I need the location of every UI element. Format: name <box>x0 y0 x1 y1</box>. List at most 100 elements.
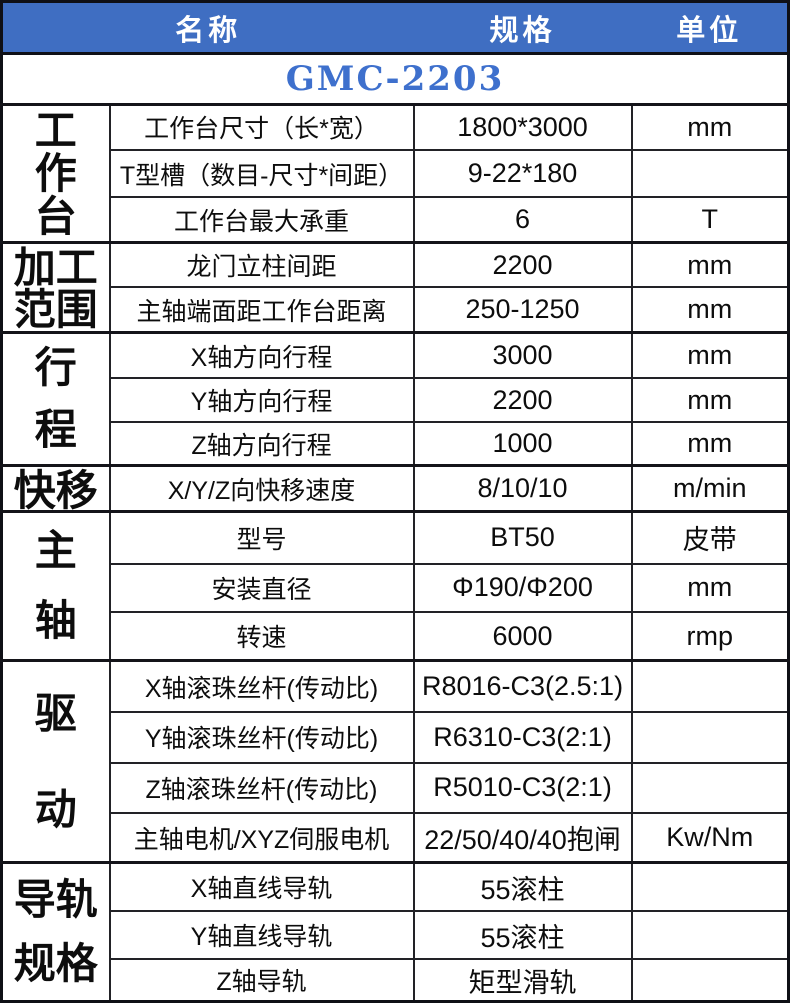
row-spec: 6 <box>412 196 633 244</box>
row-unit: mm <box>630 562 790 614</box>
row-spec: 55滚柱 <box>412 861 633 912</box>
row-name: 龙门立柱间距 <box>108 241 415 289</box>
row-unit: mm <box>630 286 790 334</box>
row-name: 主轴端面距工作台距离 <box>108 286 415 334</box>
table-row: Y轴直线导轨 55滚柱 <box>2 909 790 961</box>
row-spec: R8016-C3(2.5:1) <box>412 659 633 714</box>
row-spec: 9-22*180 <box>412 148 633 199</box>
row-unit: m/min <box>630 464 790 513</box>
row-unit: mm <box>630 421 790 467</box>
row-spec: 6000 <box>412 611 633 662</box>
row-unit: 皮带 <box>630 509 790 565</box>
col-header-spec: 规格 <box>413 1 632 56</box>
group-label-line: 行 <box>34 344 77 392</box>
table-row: 工作台工作台尺寸（长*宽） 1800*3000 mm <box>0 102 790 244</box>
group-label-line: 程 <box>34 406 77 454</box>
row-unit: mm <box>630 376 790 424</box>
row-name: Z轴滚珠丝杆(传动比) <box>108 761 415 815</box>
table-row: 安装直径 Φ190/Φ200 mm <box>2 562 790 614</box>
row-unit: mm <box>630 102 790 151</box>
row-spec: 55滚柱 <box>412 909 633 961</box>
row-spec: 1000 <box>412 421 633 467</box>
table-row: Z轴导轨 矩型滑轨 <box>2 958 790 1003</box>
col-header-name: 名称 <box>1 1 414 56</box>
row-name: Y轴直线导轨 <box>108 909 415 961</box>
row-name: X/Y/Z向快移速度 <box>108 464 415 513</box>
row-spec: 8/10/10 <box>412 464 633 513</box>
row-unit <box>630 958 790 1003</box>
row-spec: 22/50/40/40抱闸 <box>412 812 633 864</box>
group-label-line: 主 <box>34 526 77 574</box>
col-header-unit: 单位 <box>631 1 789 56</box>
row-unit <box>630 909 790 961</box>
table-row: T型槽（数目-尺寸*间距） 9-22*180 <box>2 148 790 199</box>
row-unit <box>630 861 790 912</box>
row-spec: 矩型滑轨 <box>412 958 633 1003</box>
row-spec: R6310-C3(2:1) <box>412 711 633 764</box>
group-label-machining-range: 加工 范围 <box>0 241 111 334</box>
row-unit: mm <box>630 331 790 380</box>
row-name: Y轴滚珠丝杆(传动比) <box>108 711 415 764</box>
row-unit: Kw/Nm <box>630 812 790 864</box>
row-spec: 2200 <box>412 376 633 424</box>
row-name: 转速 <box>108 611 415 662</box>
group-label-line: 作 <box>34 149 77 197</box>
row-name: X轴滚珠丝杆(传动比) <box>108 659 415 714</box>
row-name: Z轴方向行程 <box>108 421 415 467</box>
table-row: 行程 X轴方向行程 3000 mm <box>0 331 790 467</box>
group-label-line: 范围 <box>13 286 98 334</box>
group-label-line: 规格 <box>13 940 98 988</box>
row-spec: 2200 <box>412 241 633 289</box>
table-row: Z轴方向行程 1000 mm <box>2 421 790 467</box>
group-label-line: 动 <box>34 785 77 833</box>
row-spec: BT50 <box>412 509 633 565</box>
row-unit <box>630 659 790 714</box>
group-label-line: 工 <box>34 106 77 154</box>
table-row: Z轴滚珠丝杆(传动比) R5010-C3(2:1) <box>2 761 790 815</box>
row-unit <box>630 148 790 199</box>
group-label-line: 加工 <box>13 244 98 292</box>
group-label-line: 快移 <box>13 467 98 515</box>
group-label-spindle: 主轴 <box>0 509 111 662</box>
row-name: X轴直线导轨 <box>108 861 415 912</box>
table-row: 主轴型号 BT50 皮带 <box>0 509 790 662</box>
row-name: 安装直径 <box>108 562 415 614</box>
group-label-line: 导轨 <box>13 875 98 923</box>
table-row: 导轨规格 X轴直线导轨 55滚柱 <box>0 861 790 1003</box>
row-name: 工作台尺寸（长*宽） <box>108 102 415 151</box>
table-row: 工作台最大承重 6 T <box>2 196 790 244</box>
row-name: Y轴方向行程 <box>108 376 415 424</box>
row-unit: T <box>630 196 790 244</box>
row-spec: R5010-C3(2:1) <box>412 761 633 815</box>
table-row: Y轴方向行程 2200 mm <box>2 376 790 424</box>
group-label-line: 轴 <box>34 596 77 644</box>
row-unit <box>630 761 790 815</box>
row-name: X轴方向行程 <box>108 331 415 380</box>
row-unit: mm <box>630 241 790 289</box>
table-row: 主轴端面距工作台距离 250-1250 mm <box>2 286 790 334</box>
row-unit <box>630 711 790 764</box>
row-spec: 1800*3000 <box>412 102 633 151</box>
table-row: 快移 X/Y/Z向快移速度 8/10/10 m/min <box>0 464 790 515</box>
row-name: Z轴导轨 <box>108 958 415 1003</box>
row-spec: 250-1250 <box>412 286 633 334</box>
row-unit: rmp <box>630 611 790 662</box>
table-row: 加工 范围 龙门立柱间距 2200 mm <box>0 241 790 334</box>
model-title: GMC-2203 <box>1 53 789 106</box>
row-name: 主轴电机/XYZ伺服电机 <box>108 812 415 864</box>
group-label-guideway-spec: 导轨 规格 <box>0 861 111 1003</box>
row-name: 型号 <box>108 509 415 565</box>
table-row: 驱动 X轴滚珠丝杆(传动比) R8016-C3(2.5:1) <box>0 659 790 864</box>
group-label-worktable: 工作台 <box>0 102 111 244</box>
table-row: 主轴电机/XYZ伺服电机 22/50/40/40抱闸 Kw/Nm <box>2 812 790 864</box>
group-label-line: 台 <box>34 192 77 240</box>
row-spec: 3000 <box>412 331 633 380</box>
table-row: Y轴滚珠丝杆(传动比) R6310-C3(2:1) <box>2 711 790 764</box>
table-row: 转速 6000 rmp <box>2 611 790 662</box>
group-label-drive: 驱动 <box>0 659 111 864</box>
row-name: 工作台最大承重 <box>108 196 415 244</box>
group-label-rapid-traverse: 快移 <box>0 464 111 515</box>
table-header-row: 名称 规格 单位 <box>1 1 789 56</box>
